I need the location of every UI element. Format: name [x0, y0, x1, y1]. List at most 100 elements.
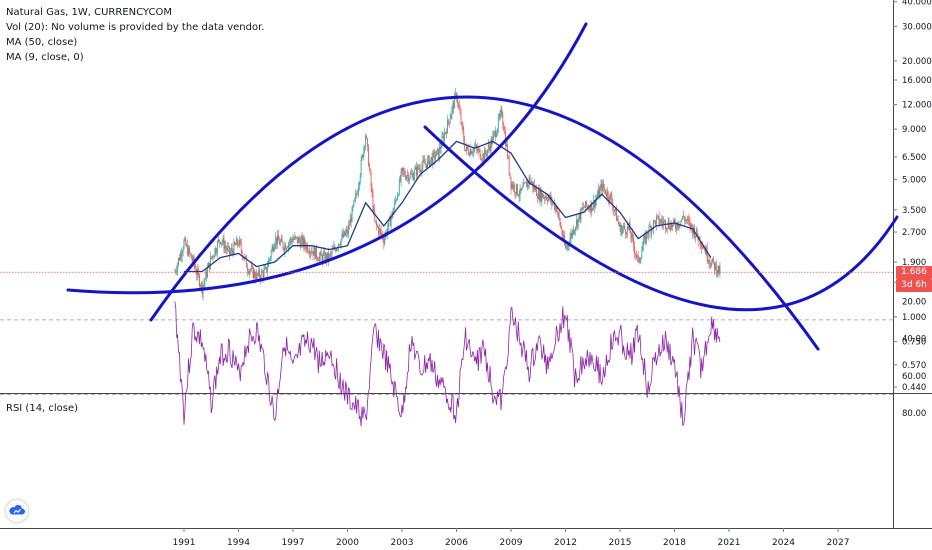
candle-body: [296, 236, 298, 238]
x-tick-label: 1994: [227, 538, 250, 548]
candle-body: [645, 231, 647, 243]
candle-body: [188, 247, 189, 256]
candle-body: [344, 231, 346, 236]
candle-body: [326, 254, 328, 261]
candle-body: [513, 184, 515, 189]
candle-body: [469, 149, 471, 156]
candle-body: [283, 248, 285, 252]
candle-body: [711, 261, 713, 267]
candle-body: [613, 209, 615, 210]
candle-body: [341, 234, 343, 239]
candle-body: [689, 220, 691, 228]
candle-body: [387, 220, 389, 229]
candle-body: [557, 212, 559, 214]
candle-body: [186, 244, 188, 246]
candle-body: [501, 109, 503, 116]
candle-body: [370, 173, 372, 188]
candle-body: [427, 156, 429, 159]
candle-body: [347, 229, 348, 234]
y-tick-label: 6.500: [902, 153, 926, 163]
candle-body: [307, 244, 308, 252]
candle-body: [430, 157, 432, 161]
candle-body: [272, 246, 274, 252]
candle-body: [322, 254, 324, 263]
candle-body: [508, 156, 510, 173]
candle-body: [364, 146, 366, 148]
candle-body: [257, 273, 258, 276]
candle-body: [421, 165, 423, 173]
candle-body: [589, 208, 591, 212]
candle-body: [359, 174, 361, 183]
candle-body: [328, 254, 330, 260]
candle-body: [323, 252, 325, 255]
candle-body: [478, 149, 480, 150]
candle-body: [232, 250, 234, 255]
candle-body: [253, 271, 255, 278]
candle-body: [525, 182, 526, 183]
candle-body: [212, 255, 214, 258]
candle-body: [670, 223, 672, 231]
tradingview-logo[interactable]: [6, 500, 28, 522]
x-tick-label: 2015: [609, 538, 632, 548]
candle-body: [414, 169, 416, 177]
drawing-curve-rising: [66, 22, 588, 295]
candle-body: [524, 182, 526, 184]
candle-body: [719, 265, 721, 274]
candle-body: [176, 270, 178, 272]
candle-body: [239, 239, 240, 246]
candle-body: [610, 193, 612, 196]
legend-ma50: MA (50, close): [6, 37, 78, 48]
candle-body: [592, 208, 594, 211]
candle-body: [332, 249, 334, 251]
x-tick-label: 2009: [500, 538, 523, 548]
rsi-tick-label: 20.00: [902, 297, 926, 307]
candle-body: [225, 246, 227, 249]
candle-body: [278, 234, 279, 241]
candle-body: [680, 220, 682, 226]
candle-body: [263, 269, 265, 278]
candle-body: [191, 258, 193, 262]
candle-body: [356, 193, 357, 195]
candle-body: [408, 178, 410, 182]
candle-body: [606, 191, 608, 197]
candle-body: [562, 234, 564, 239]
candle-body: [200, 282, 202, 287]
candle-body: [339, 245, 341, 246]
candle-body: [620, 225, 622, 235]
candle-body: [556, 211, 558, 213]
candle-body: [569, 238, 571, 245]
candle-body: [468, 153, 470, 156]
candle-body: [190, 254, 192, 259]
candle-body: [688, 220, 690, 221]
candle-body: [426, 163, 427, 168]
candle-body: [676, 222, 678, 230]
candle-body: [411, 173, 413, 175]
candle-body: [556, 206, 557, 212]
candle-body: [177, 263, 179, 271]
candle-body: [534, 184, 536, 190]
candle-body: [517, 194, 519, 197]
candle-body: [221, 242, 223, 243]
candle-body: [657, 215, 659, 217]
candle-body: [639, 260, 641, 262]
candle-body: [229, 246, 230, 255]
candle-body: [526, 182, 527, 188]
candle-body: [605, 189, 606, 195]
candle-body: [489, 146, 491, 151]
candle-body: [249, 269, 251, 271]
candle-body: [634, 245, 635, 254]
candle-body: [673, 219, 674, 224]
candle-body: [268, 258, 270, 261]
candle-body: [352, 206, 354, 208]
legend-volume: Vol (20): No volume is provided by the d…: [6, 22, 265, 33]
candle-body: [204, 279, 206, 283]
candle-body: [460, 113, 462, 124]
candle-body: [214, 248, 216, 257]
candle-body: [330, 253, 332, 255]
candle-body: [455, 93, 456, 95]
candle-body: [311, 251, 313, 253]
candle-body: [540, 189, 542, 202]
candle-body: [572, 229, 574, 236]
rsi-line: [174, 301, 721, 427]
